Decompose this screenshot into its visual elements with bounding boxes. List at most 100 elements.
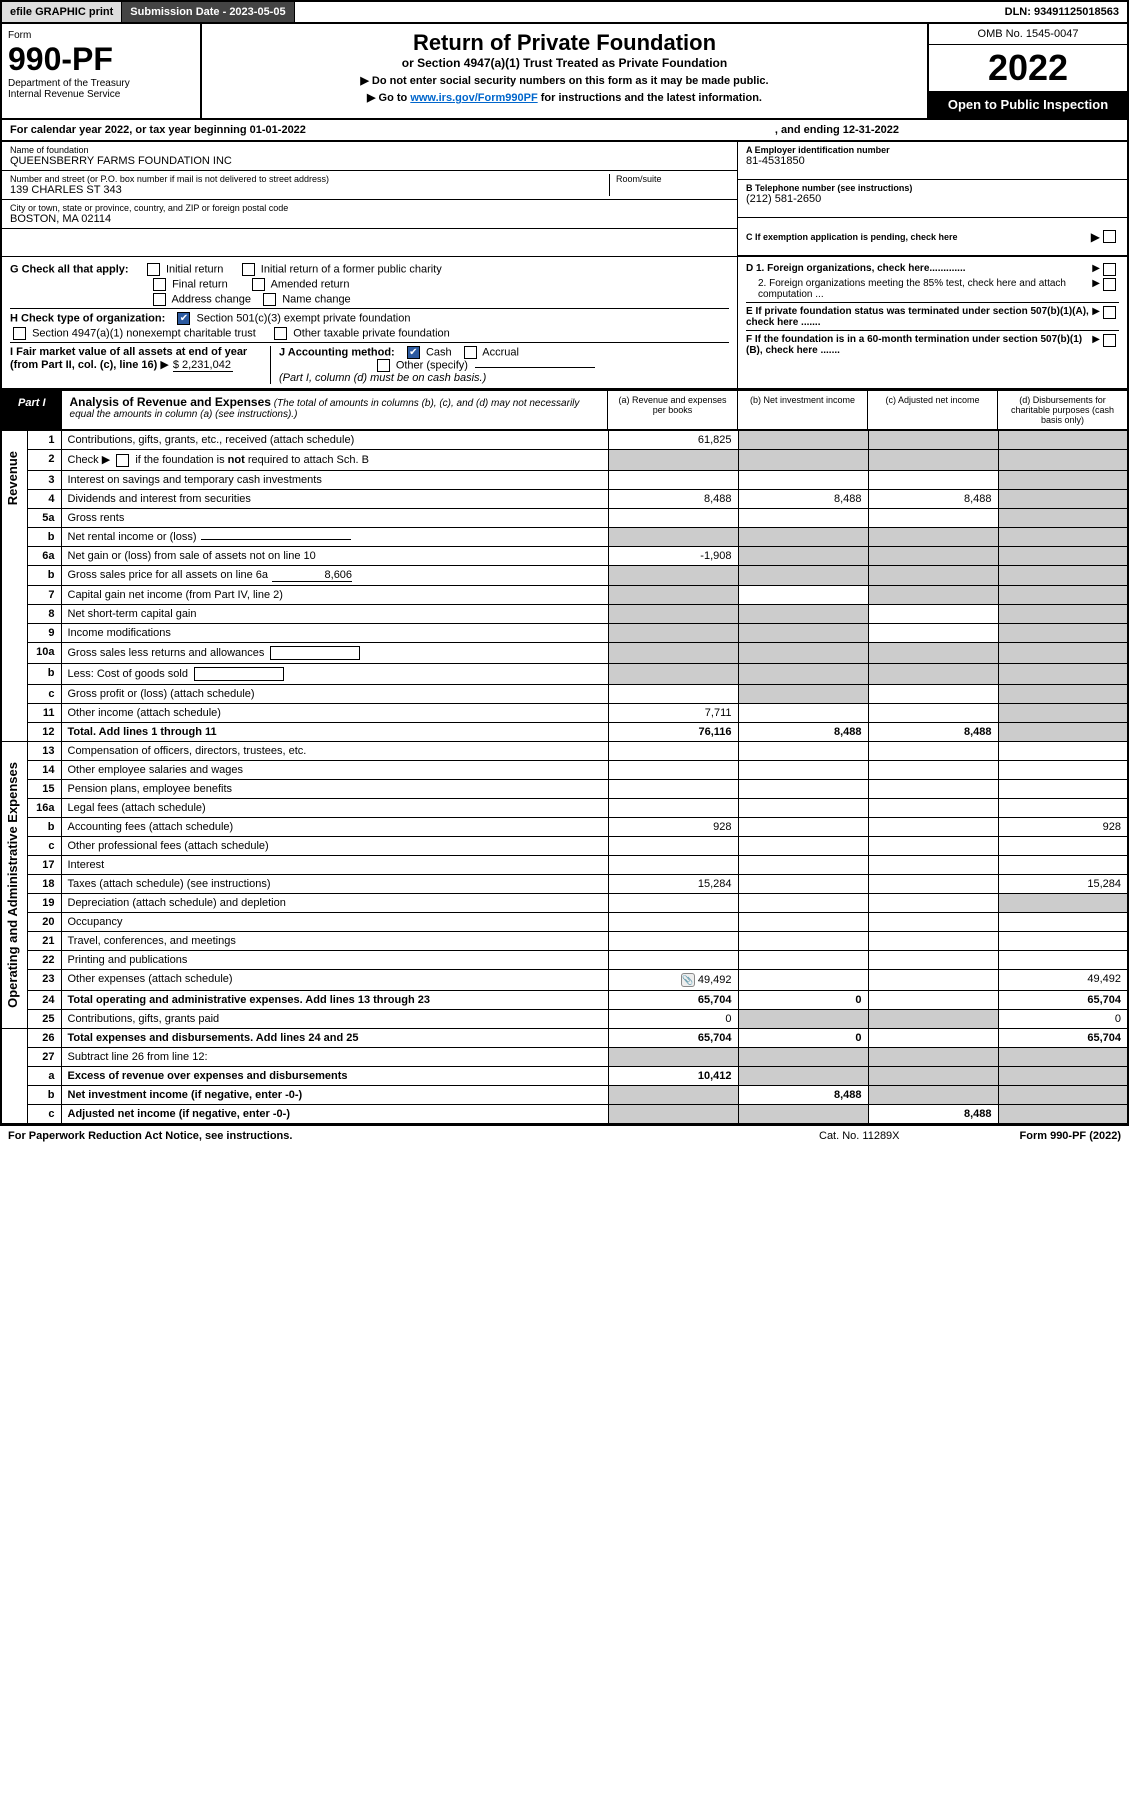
table-row: Revenue 1Contributions, gifts, grants, e…	[1, 431, 1128, 450]
h-label: H Check type of organization:	[10, 312, 165, 324]
table-row: 17Interest	[1, 855, 1128, 874]
table-row: 18Taxes (attach schedule) (see instructi…	[1, 874, 1128, 893]
calendar-begin: For calendar year 2022, or tax year begi…	[10, 124, 306, 136]
table-row: bGross sales price for all assets on lin…	[1, 565, 1128, 585]
checkbox-e[interactable]	[1103, 306, 1116, 319]
part1-label: Part I	[2, 391, 62, 429]
g-label: G Check all that apply:	[10, 263, 129, 275]
table-row: aExcess of revenue over expenses and dis…	[1, 1066, 1128, 1085]
checkbox-cash[interactable]	[407, 346, 420, 359]
initial-return-label: Initial return	[166, 263, 223, 275]
revenue-vlabel: Revenue	[2, 431, 23, 525]
checkbox-c[interactable]	[1103, 230, 1116, 243]
checkbox-addr-change[interactable]	[153, 293, 166, 306]
row25-desc: Contributions, gifts, grants paid	[61, 1009, 608, 1028]
row4-b: 8,488	[738, 489, 868, 508]
checkbox-name-change[interactable]	[263, 293, 276, 306]
row23-d: 49,492	[998, 969, 1128, 990]
city-state-zip: BOSTON, MA 02114	[10, 213, 729, 225]
checkbox-d1[interactable]	[1103, 263, 1116, 276]
row27-desc: Subtract line 26 from line 12:	[61, 1047, 608, 1066]
row18-desc: Taxes (attach schedule) (see instruction…	[61, 874, 608, 893]
city-label: City or town, state or province, country…	[10, 203, 729, 213]
efile-print-button[interactable]: efile GRAPHIC print	[2, 2, 122, 22]
row24-d: 65,704	[998, 990, 1128, 1009]
row26-a: 65,704	[608, 1028, 738, 1047]
row12-c: 8,488	[868, 722, 998, 741]
table-row: 6aNet gain or (loss) from sale of assets…	[1, 546, 1128, 565]
row16b-a: 928	[608, 817, 738, 836]
row10a-desc: Gross sales less returns and allowances	[68, 647, 265, 659]
other-specify-line[interactable]	[475, 367, 595, 368]
table-row: 20Occupancy	[1, 912, 1128, 931]
table-row: 7Capital gain net income (from Part IV, …	[1, 585, 1128, 604]
identity-section: Name of foundation QUEENSBERRY FARMS FOU…	[0, 142, 1129, 256]
row27a-a: 10,412	[608, 1066, 738, 1085]
table-row: 22Printing and publications	[1, 950, 1128, 969]
note-goto-pre: ▶ Go to	[367, 92, 410, 104]
calendar-year-line: For calendar year 2022, or tax year begi…	[0, 120, 1129, 142]
row6a-a: -1,908	[608, 546, 738, 565]
row5a-desc: Gross rents	[61, 508, 608, 527]
form990pf-link[interactable]: www.irs.gov/Form990PF	[410, 92, 537, 104]
j-label: J Accounting method:	[279, 346, 395, 358]
dept-line1: Department of the Treasury	[8, 78, 194, 89]
part1-title: Analysis of Revenue and Expenses	[70, 395, 271, 409]
501c3-label: Section 501(c)(3) exempt private foundat…	[196, 312, 410, 324]
checkbox-initial-former[interactable]	[242, 263, 255, 276]
row11-desc: Other income (attach schedule)	[61, 703, 608, 722]
row23-desc: Other expenses (attach schedule)	[61, 969, 608, 990]
checkbox-d2[interactable]	[1103, 278, 1116, 291]
table-row: 15Pension plans, employee benefits	[1, 779, 1128, 798]
4947-trust-label: Section 4947(a)(1) nonexempt charitable …	[32, 327, 256, 339]
table-row: 23Other expenses (attach schedule)📎 49,4…	[1, 969, 1128, 990]
row2-desc: Check ▶ if the foundation is not require…	[68, 454, 369, 466]
table-row: bNet rental income or (loss)	[1, 527, 1128, 546]
checkbox-4947[interactable]	[13, 327, 26, 340]
part1-header: Part I Analysis of Revenue and Expenses …	[0, 389, 1129, 430]
row10c-desc: Gross profit or (loss) (attach schedule)	[61, 684, 608, 703]
row4-c: 8,488	[868, 489, 998, 508]
row12-a: 76,116	[608, 722, 738, 741]
row3-desc: Interest on savings and temporary cash i…	[61, 470, 608, 489]
checkbox-initial[interactable]	[147, 263, 160, 276]
attachment-icon[interactable]: 📎	[681, 973, 695, 987]
checkbox-501c3[interactable]	[177, 312, 190, 325]
row26-d: 65,704	[998, 1028, 1128, 1047]
row6b-val: 8,606	[272, 569, 352, 582]
row16b-desc: Accounting fees (attach schedule)	[61, 817, 608, 836]
foundation-name: QUEENSBERRY FARMS FOUNDATION INC	[10, 155, 729, 167]
table-row: bNet investment income (if negative, ent…	[1, 1085, 1128, 1104]
checkbox-amended[interactable]	[252, 278, 265, 291]
row10b-box	[194, 667, 284, 681]
table-row: 19Depreciation (attach schedule) and dep…	[1, 893, 1128, 912]
checkbox-sch-b[interactable]	[116, 454, 129, 467]
room-label: Room/suite	[616, 174, 729, 184]
e-label: E If private foundation status was termi…	[746, 306, 1089, 328]
table-row: 12Total. Add lines 1 through 11 76,1168,…	[1, 722, 1128, 741]
omb-number: OMB No. 1545-0047	[929, 24, 1127, 45]
dept-line2: Internal Revenue Service	[8, 89, 194, 100]
checkbox-f[interactable]	[1103, 334, 1116, 347]
row18-a: 15,284	[608, 874, 738, 893]
name-change-label: Name change	[282, 293, 351, 305]
checkbox-final[interactable]	[153, 278, 166, 291]
note-goto-post: for instructions and the latest informat…	[538, 92, 762, 104]
form-subtitle: or Section 4947(a)(1) Trust Treated as P…	[214, 56, 915, 70]
phone-value: (212) 581-2650	[746, 193, 1119, 205]
row20-desc: Occupancy	[61, 912, 608, 931]
open-public-badge: Open to Public Inspection	[929, 91, 1127, 118]
checkbox-other-taxable[interactable]	[274, 327, 287, 340]
table-row: 21Travel, conferences, and meetings	[1, 931, 1128, 950]
page-footer: For Paperwork Reduction Act Notice, see …	[0, 1125, 1129, 1146]
row6a-desc: Net gain or (loss) from sale of assets n…	[61, 546, 608, 565]
note-ssn: ▶ Do not enter social security numbers o…	[360, 75, 768, 87]
row8-desc: Net short-term capital gain	[61, 604, 608, 623]
table-row: 11Other income (attach schedule)7,711	[1, 703, 1128, 722]
row15-desc: Pension plans, employee benefits	[61, 779, 608, 798]
row4-a: 8,488	[608, 489, 738, 508]
checkbox-other-method[interactable]	[377, 359, 390, 372]
phone-label: B Telephone number (see instructions)	[746, 183, 912, 193]
row7-desc: Capital gain net income (from Part IV, l…	[61, 585, 608, 604]
checkbox-accrual[interactable]	[464, 346, 477, 359]
